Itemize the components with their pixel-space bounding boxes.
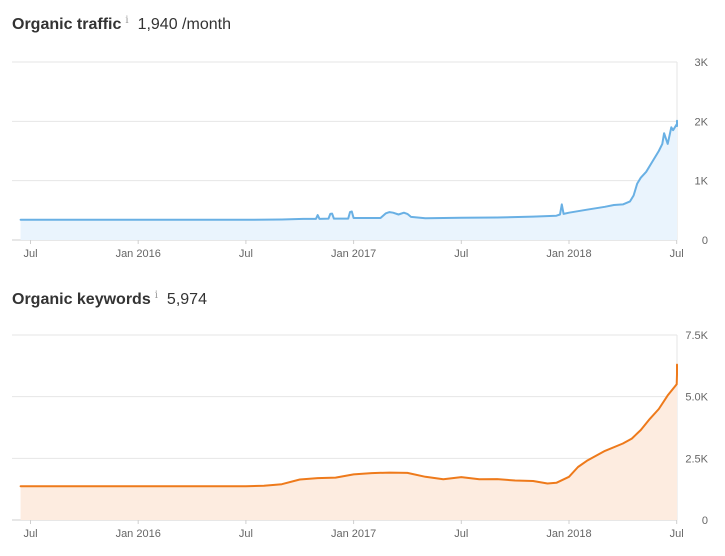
x-tick-label: Jul	[670, 528, 684, 540]
y-tick-label: 2.5K	[685, 453, 708, 465]
chart-value: 1,940 /month	[137, 16, 231, 33]
series-area	[20, 364, 678, 520]
x-tick-label: Jul	[454, 528, 468, 540]
y-tick-label: 0	[702, 235, 708, 247]
y-tick-label: 2K	[695, 116, 709, 128]
x-tick-label: Jul	[454, 248, 468, 260]
chart-header: Organic traffic i 1,940 /month	[12, 15, 231, 40]
x-tick-label: Jan 2016	[116, 528, 161, 540]
x-tick-label: Jan 2018	[546, 248, 591, 260]
series-line	[19, 363, 678, 488]
y-tick-label: 3K	[695, 57, 709, 69]
organic-keywords-panel: Organic keywords i 5,974 0 2.5K 5.0K 7.5K Ju…	[0, 275, 725, 556]
chart-value: 5,974	[166, 291, 207, 308]
x-tick-label: Jul	[670, 248, 684, 260]
x-tick-label: Jan 2017	[331, 528, 376, 540]
chart-header: Organic keywords i 5,974	[12, 290, 207, 315]
organic-traffic-chart: 0 1K 2K 3K Jul Jan 2016 Jul Jan 2017 Jul Jan 2018…	[12, 57, 709, 260]
organic-keywords-chart: 0 2.5K 5.0K 7.5K Jul Jan 2016 Jul Jan 2017 Jul Ja…	[12, 330, 709, 540]
x-tick-label: Jul	[23, 528, 37, 540]
x-tick-label: Jul	[23, 248, 37, 260]
y-tick-label: 1K	[695, 176, 709, 188]
info-icon[interactable]: i	[154, 290, 158, 301]
chart-title: Organic traffic	[12, 16, 122, 33]
organic-traffic-panel: Organic traffic i 1,940 /month 0 1K 2K 3K Ju…	[0, 0, 725, 275]
y-tick-label: 7.5K	[685, 330, 708, 342]
series-area	[20, 120, 678, 240]
series-line	[19, 119, 678, 221]
y-tick-label: 0	[702, 515, 708, 527]
x-tick-label: Jan 2017	[331, 248, 376, 260]
info-icon[interactable]: i	[125, 15, 129, 26]
x-tick-label: Jan 2018	[546, 528, 591, 540]
y-tick-label: 5.0K	[685, 392, 708, 404]
x-tick-label: Jan 2016	[116, 248, 161, 260]
x-tick-label: Jul	[239, 528, 253, 540]
x-tick-label: Jul	[239, 248, 253, 260]
chart-title: Organic keywords	[12, 291, 151, 308]
